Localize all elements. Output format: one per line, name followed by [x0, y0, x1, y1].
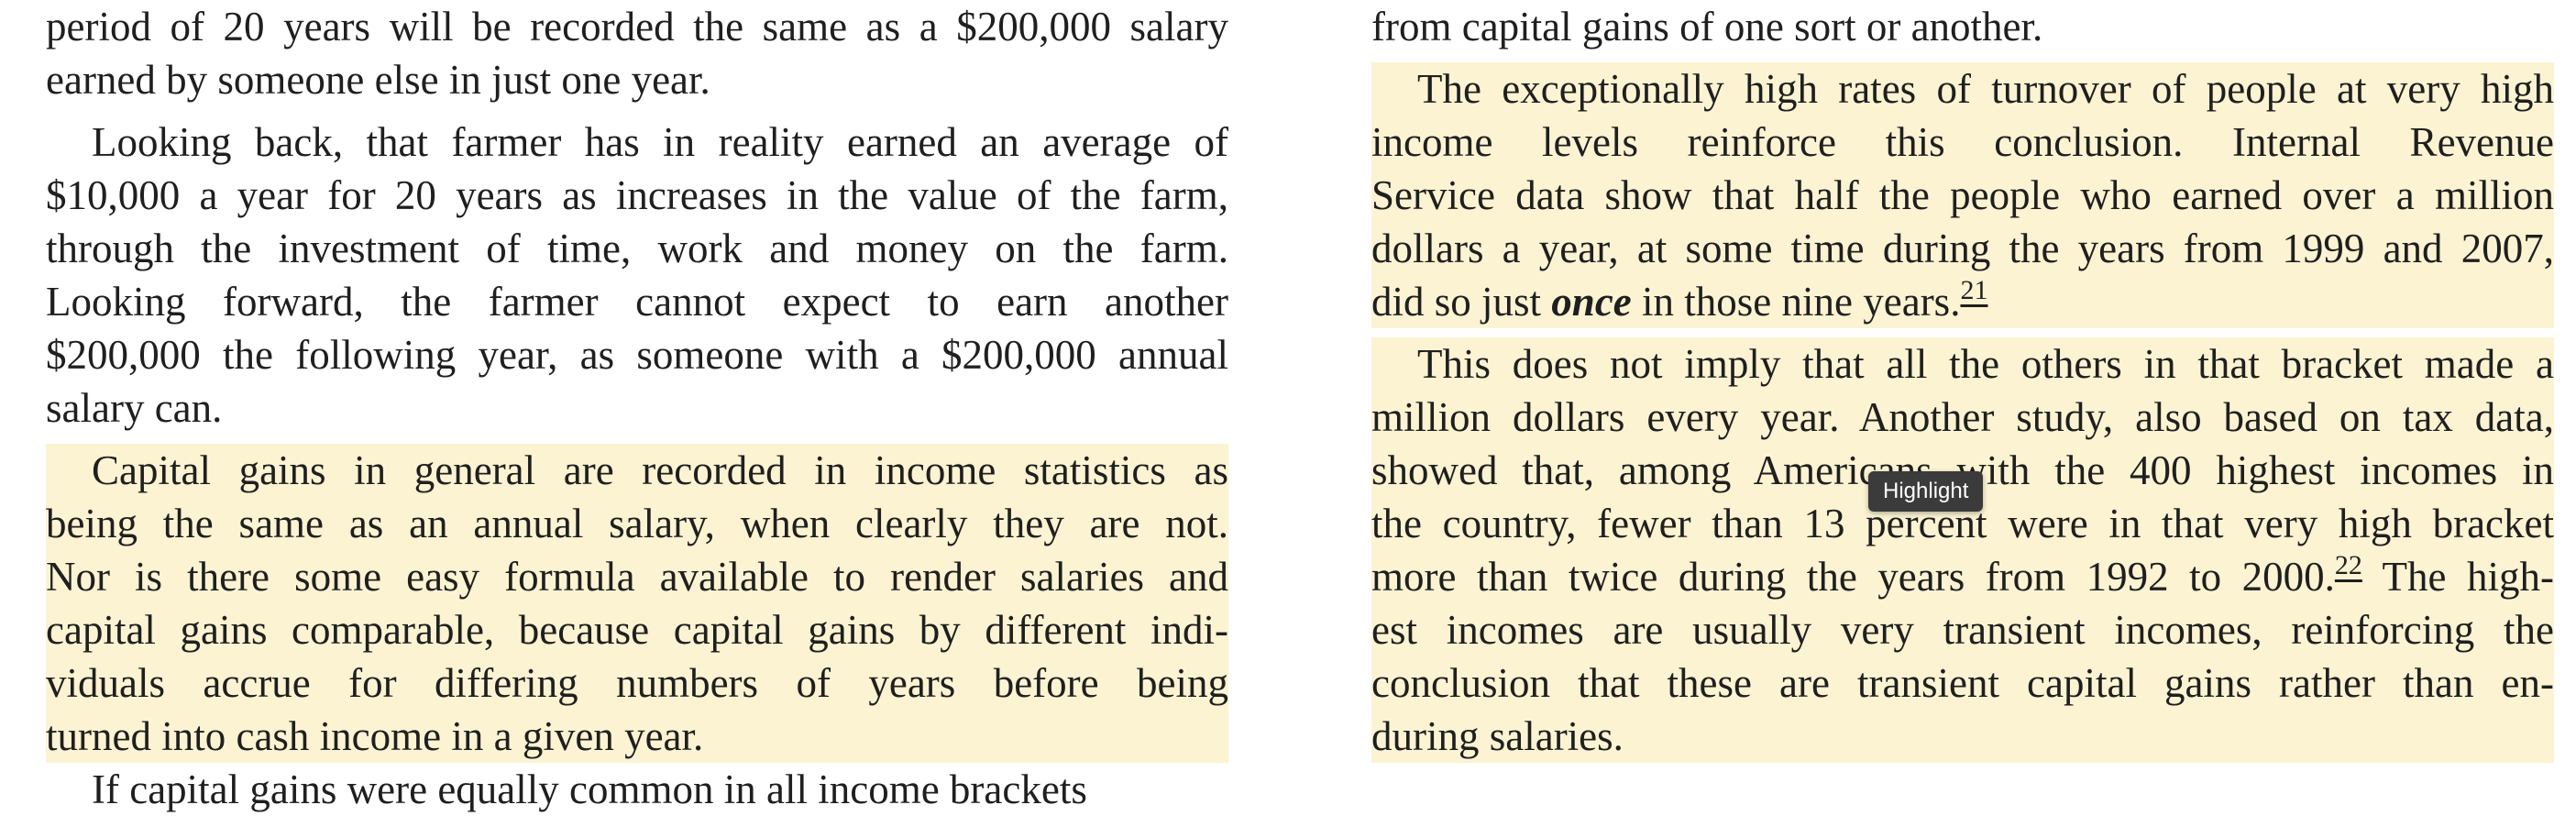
- text-line: through the investment of time, work and…: [46, 226, 1228, 271]
- text-line: period of 20 years will be recorded the …: [46, 4, 1228, 50]
- right-paragraph-0: from capital gains of one sort or anothe…: [1371, 0, 2554, 53]
- text-line: conclusion that these are transient capi…: [1371, 660, 2554, 706]
- highlight-tooltip[interactable]: Highlight: [1868, 471, 1984, 512]
- text-line: dollars a year, at some time during the …: [1371, 226, 2554, 271]
- left-paragraph-1: period of 20 years will be recorded the …: [46, 0, 1228, 106]
- left-clipped-bottom-line: If capital gains were equally common in …: [46, 763, 1228, 816]
- text-line: Service data show that half the people w…: [1371, 172, 2554, 218]
- text-line: earned by someone else in just one year.: [46, 57, 710, 103]
- text-line: $200,000 the following year, as someone …: [46, 332, 1228, 378]
- text-line: est incomes are usually very transient i…: [1371, 607, 2554, 653]
- text-line: The exceptionally high rates of turnover…: [1417, 66, 2554, 112]
- text-line: Capital gains in general are recorded in…: [92, 447, 1228, 493]
- text-line: income levels reinforce this conclusion.…: [1371, 119, 2554, 165]
- text-line: $10,000 a year for 20 years as increases…: [46, 172, 1228, 218]
- text-line: million dollars every year. Another stud…: [1371, 394, 2554, 440]
- text-line: Nor is there some easy formula available…: [46, 554, 1228, 600]
- footnote-link-22[interactable]: 22: [2334, 550, 2362, 580]
- text-run: The high-: [2361, 554, 2554, 600]
- text-line: This does not imply that all the others …: [1417, 341, 2554, 387]
- text-run: more than twice during the years from 19…: [1371, 554, 2335, 600]
- text-line: being the same as an annual salary, when…: [46, 501, 1228, 546]
- text-line: Looking back, that farmer has in reality…: [92, 119, 1228, 165]
- left-paragraph-2: Looking back, that farmer has in reality…: [46, 116, 1228, 435]
- left-column: period of 20 years will be recorded the …: [46, 0, 1228, 772]
- right-column: from capital gains of one sort or anothe…: [1371, 0, 2554, 772]
- text-line: did so just once in those nine years.21: [1371, 275, 2554, 328]
- right-paragraph-2-highlighted[interactable]: This does not imply that all the others …: [1371, 337, 2554, 763]
- left-paragraph-3-highlighted[interactable]: Capital gains in general are recorded in…: [46, 444, 1228, 763]
- text-run: in those nine years.: [1631, 279, 1961, 325]
- text-line: Looking forward, the farmer cannot expec…: [46, 279, 1228, 325]
- text-line: from capital gains of one sort or anothe…: [1371, 4, 2043, 50]
- text-line: more than twice during the years from 19…: [1371, 550, 2554, 603]
- right-paragraph-1-highlighted[interactable]: The exceptionally high rates of turnover…: [1371, 62, 2554, 328]
- text-run: did so just: [1371, 279, 1552, 325]
- text-line: capital gains comparable, because capita…: [46, 607, 1228, 653]
- text-line: salary can.: [46, 385, 223, 431]
- footnote-link-21[interactable]: 21: [1960, 275, 1988, 305]
- text-line: viduals accrue for differing numbers of …: [46, 660, 1228, 706]
- text-line: If capital gains were equally common in …: [92, 766, 1087, 812]
- text-line: during salaries.: [1371, 713, 1624, 759]
- text-line: turned into cash income in a given year.: [46, 713, 704, 759]
- emphasis-once: once: [1551, 279, 1632, 325]
